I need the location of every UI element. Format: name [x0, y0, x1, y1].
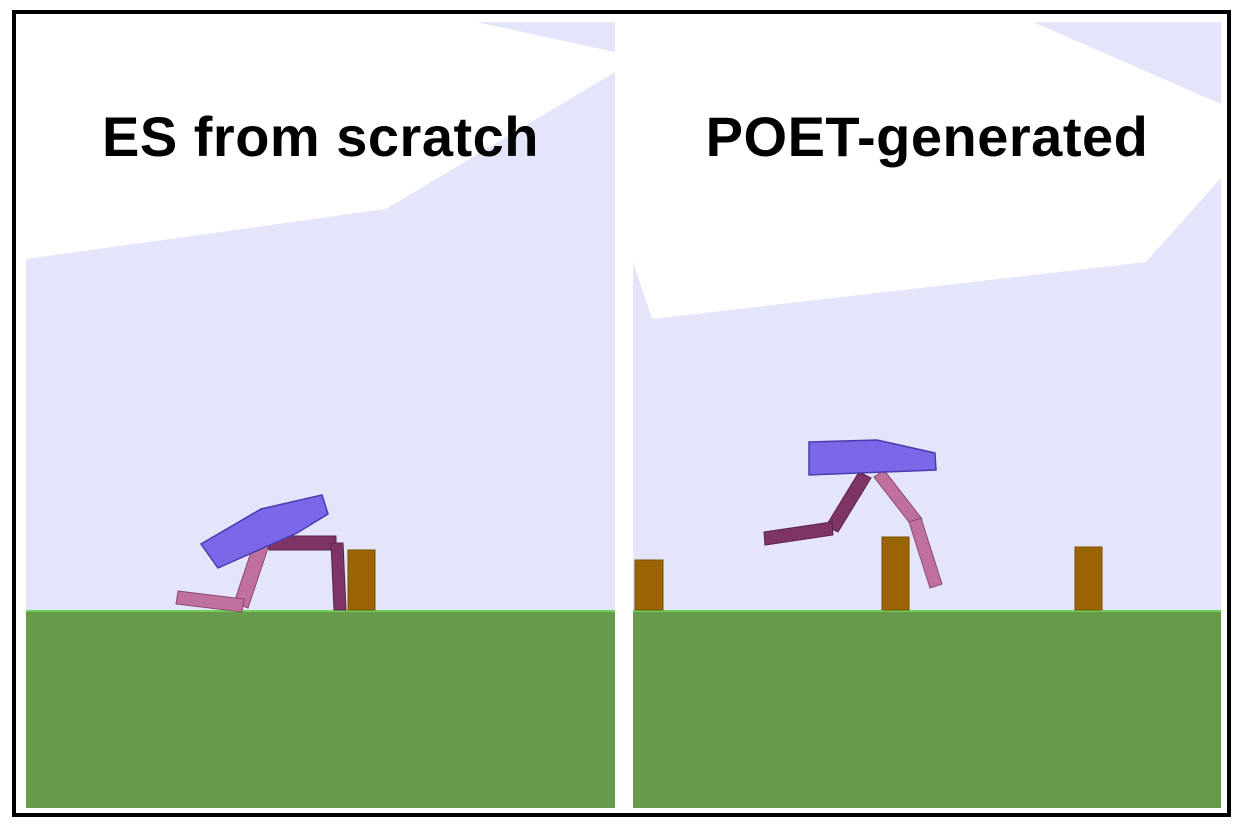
panel-poet-generated: POET-generated [633, 22, 1221, 808]
walker-near-leg [763, 471, 872, 546]
stump-obstacle [1074, 546, 1103, 611]
walker-hull [808, 439, 937, 476]
walker-near-leg [268, 535, 347, 611]
stump-obstacle [634, 559, 664, 611]
panel-title: POET-generated [705, 105, 1149, 168]
stump-obstacle [881, 536, 910, 611]
cloud-shape [26, 22, 615, 259]
scene-es-from-scratch [26, 22, 615, 808]
stump-obstacle [347, 549, 376, 611]
scene-poet-generated [633, 22, 1221, 808]
cloud-shape [633, 22, 1221, 319]
ground [26, 610, 615, 808]
walker-hull [199, 494, 329, 569]
panel-title: ES from scratch [102, 105, 539, 168]
ground [633, 610, 1221, 808]
panel-es-from-scratch: ES from scratch [26, 22, 615, 808]
walker-far-leg [175, 536, 271, 613]
